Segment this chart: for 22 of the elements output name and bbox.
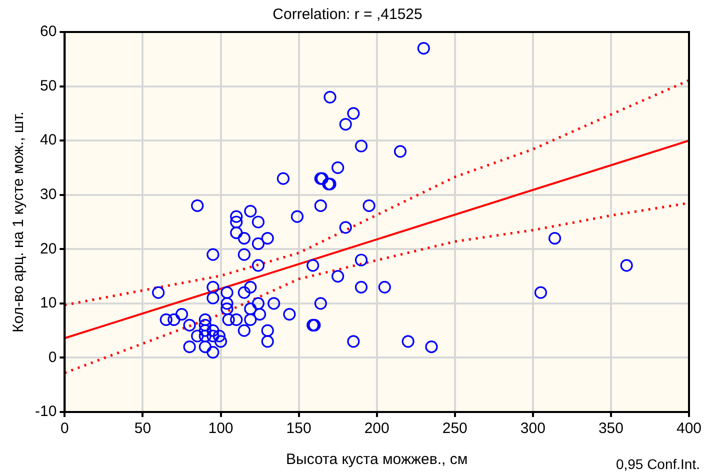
- x-tick-label: 50: [134, 420, 152, 438]
- y-tick-label: -10: [34, 403, 57, 420]
- y-tick-label: 40: [40, 132, 57, 149]
- x-tick-label: 0: [60, 420, 69, 438]
- x-tick-label: 400: [676, 420, 702, 438]
- x-tick-label: 300: [520, 420, 546, 438]
- y-tick-label: 20: [40, 240, 57, 258]
- x-tick-label: 100: [208, 420, 234, 438]
- y-tick-label: 60: [40, 23, 57, 40]
- x-tick-label: 350: [598, 420, 624, 438]
- y-tick-label: 30: [40, 186, 57, 203]
- chart-title: Correlation: r = ,41525: [272, 6, 422, 24]
- y-tick-label: 10: [40, 294, 57, 312]
- y-tick-label: 0: [48, 348, 57, 366]
- text: 0,95 Conf.Int.: [616, 456, 700, 472]
- x-axis-title: Высота куста можжев., см: [286, 451, 468, 468]
- x-tick-label: 250: [442, 420, 468, 438]
- x-tick-label: 200: [364, 420, 390, 438]
- x-tick-label: 150: [286, 420, 312, 438]
- y-tick-label: 50: [40, 77, 57, 94]
- line-series: [64, 79, 689, 306]
- y-axis-title: Кол-во арц. на 1 кусте мож., шт.: [10, 112, 28, 332]
